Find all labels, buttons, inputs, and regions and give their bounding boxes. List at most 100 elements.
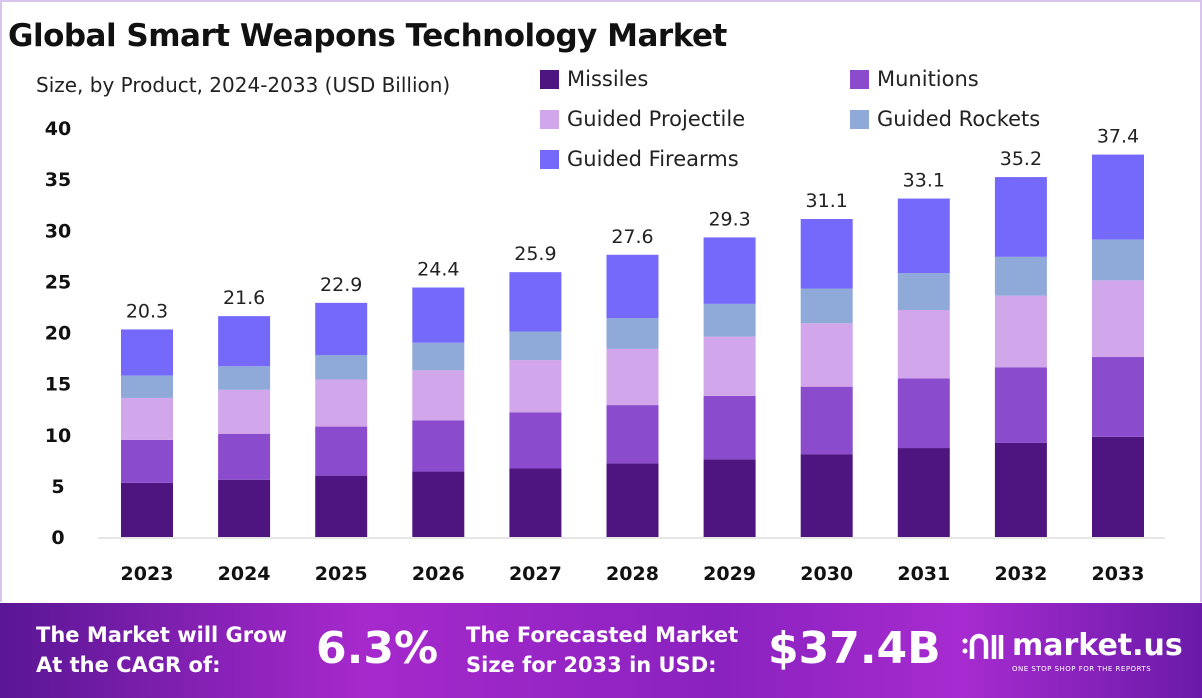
total-label: 33.1	[903, 170, 945, 192]
x-tick-label: 2032	[994, 563, 1047, 585]
bar-segment-missiles	[703, 459, 756, 537]
bar-segment-guided-rockets	[897, 273, 950, 311]
legend-swatch	[540, 69, 559, 89]
market-us-logo: market.us ONE STOP SHOP FOR THE REPORTS	[960, 628, 1183, 673]
bar-segment-guided-firearms	[121, 329, 173, 376]
bar-segment-munitions	[800, 386, 853, 455]
logo-name: market.us	[1012, 628, 1183, 663]
legend-swatch	[540, 149, 559, 169]
y-tick-label: 15	[45, 374, 71, 396]
forecast-label-line1: The Forecasted Market	[466, 623, 739, 647]
legend-item: Guided Rockets	[850, 106, 1100, 132]
bar-segment-missiles	[412, 471, 465, 537]
bar-segment-guided-projectile	[315, 379, 368, 427]
bar-segment-guided-rockets	[509, 331, 562, 361]
total-label: 29.3	[708, 208, 750, 230]
y-tick-label: 20	[45, 323, 71, 345]
bar-segment-guided-firearms	[897, 198, 950, 274]
total-label: 20.3	[126, 300, 168, 322]
bar-segment-munitions	[412, 420, 465, 472]
bar-segment-guided-projectile	[412, 370, 465, 421]
y-tick-label: 40	[45, 118, 71, 140]
total-label: 24.4	[417, 259, 459, 281]
bar-segment-guided-firearms	[315, 302, 368, 355]
legend: Missiles Munitions Guided Projectile Guided…	[540, 66, 1100, 172]
x-tick-label: 2031	[897, 563, 950, 585]
bar-segment-guided-firearms	[800, 219, 853, 289]
bar-segment-missiles	[994, 442, 1047, 537]
x-tick-label: 2025	[315, 563, 368, 585]
bar-segment-missiles	[606, 463, 659, 537]
forecast-label: The Forecasted Market Size for 2033 in U…	[466, 620, 738, 680]
total-label: 35.2	[1000, 148, 1042, 170]
bar-segment-guided-projectile	[509, 360, 562, 413]
bar-segment-guided-projectile	[1092, 280, 1144, 358]
bar-segment-guided-projectile	[121, 397, 173, 440]
y-tick-label: 25	[45, 271, 71, 293]
bar-segment-guided-firearms	[703, 237, 756, 304]
x-tick-label: 2023	[121, 563, 174, 585]
x-tick-label: 2024	[218, 563, 271, 585]
bar-segment-missiles	[897, 448, 950, 537]
bar-segment-guided-rockets	[218, 366, 271, 390]
bar-segment-munitions	[121, 439, 173, 483]
bar-segment-guided-firearms	[509, 272, 562, 332]
total-label: 21.6	[223, 287, 265, 309]
bar-segment-guided-rockets	[315, 354, 368, 380]
bar-segment-guided-firearms	[218, 316, 271, 367]
cagr-value: 6.3%	[316, 623, 439, 674]
legend-item: Guided Projectile	[540, 106, 850, 132]
y-tick-label: 5	[51, 476, 64, 498]
legend-item: Guided Firearms	[540, 146, 850, 172]
logo-icon	[962, 633, 1004, 659]
bar-segment-missiles	[315, 475, 368, 537]
y-tick-label: 30	[45, 220, 71, 242]
x-tick-label: 2028	[606, 563, 659, 585]
bar-segment-guided-projectile	[606, 348, 659, 406]
bar-segment-munitions	[509, 412, 562, 469]
bar-segment-munitions	[703, 395, 756, 460]
bar-segment-guided-firearms	[1092, 154, 1144, 240]
stacked-bar-chart: 051015202530354020.3202321.6202422.92025…	[45, 118, 1165, 585]
legend-swatch	[540, 109, 559, 129]
forecast-value: $37.4B	[768, 623, 941, 674]
x-tick-label: 2027	[509, 563, 562, 585]
y-tick-label: 10	[45, 425, 71, 447]
cagr-label-line1: The Market will Grow	[36, 623, 287, 647]
y-tick-label: 35	[45, 169, 71, 191]
x-tick-label: 2029	[703, 563, 756, 585]
bar-segment-munitions	[606, 405, 659, 464]
total-label: 37.4	[1097, 126, 1139, 148]
total-label: 25.9	[514, 243, 556, 265]
bar-segment-guided-rockets	[1092, 239, 1144, 281]
summary-banner: The Market will Grow At the CAGR of: 6.3…	[0, 603, 1202, 698]
legend-item: Missiles	[540, 66, 850, 92]
bar-segment-guided-rockets	[800, 288, 853, 324]
bar-segment-missiles	[509, 468, 562, 537]
bar-segment-munitions	[1092, 357, 1144, 437]
bar-segment-guided-projectile	[800, 323, 853, 387]
x-tick-label: 2030	[800, 563, 853, 585]
legend-label: Missiles	[567, 67, 649, 91]
cagr-label: The Market will Grow At the CAGR of:	[36, 620, 287, 680]
bar-segment-munitions	[897, 378, 950, 449]
bar-segment-guided-projectile	[703, 336, 756, 396]
bar-segment-guided-rockets	[703, 303, 756, 337]
legend-swatch	[850, 69, 869, 89]
cagr-label-line2: At the CAGR of:	[36, 653, 221, 677]
legend-item: Munitions	[850, 66, 1100, 92]
total-label: 27.6	[611, 226, 653, 248]
bar-segment-guided-firearms	[994, 177, 1047, 257]
bar-segment-munitions	[218, 433, 271, 480]
bar-segment-guided-projectile	[994, 295, 1047, 368]
bar-segment-missiles	[218, 479, 271, 537]
forecast-label-line2: Size for 2033 in USD:	[466, 653, 717, 677]
bar-segment-guided-rockets	[121, 375, 173, 398]
bar-segment-guided-firearms	[606, 254, 659, 319]
total-label: 22.9	[320, 274, 362, 296]
x-tick-label: 2026	[412, 563, 465, 585]
total-label: 31.1	[806, 190, 848, 212]
legend-swatch	[850, 109, 869, 129]
bar-segment-guided-rockets	[994, 256, 1047, 296]
bar-segment-munitions	[315, 426, 368, 476]
